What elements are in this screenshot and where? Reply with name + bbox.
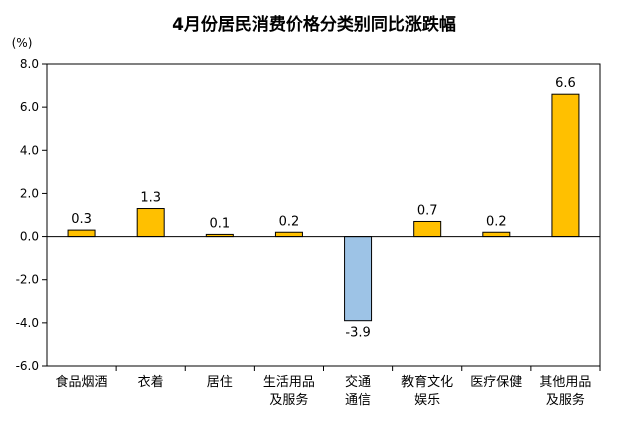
data-label: 0.1 [209, 216, 230, 231]
x-category-label: 教育文化 [401, 374, 453, 390]
x-category-label: 通信 [345, 393, 371, 408]
y-axis: 8.0 6.0 4.0 2.0 0.0 -2.0 -4.0 -6.0 [16, 57, 47, 373]
bar [67, 229, 96, 238]
x-category-label: 衣着 [138, 374, 164, 390]
y-tick-label: 8.0 [20, 57, 39, 71]
bar [551, 93, 580, 238]
x-category-label: 生活用品 [263, 375, 315, 390]
bar [344, 236, 373, 322]
bar [274, 231, 303, 238]
data-label: -3.9 [345, 326, 370, 341]
plot-area-frame [46, 63, 601, 367]
data-label: 0.2 [486, 214, 507, 229]
bar [136, 208, 165, 238]
x-category-label: 居住 [207, 375, 233, 390]
data-label: 0.3 [71, 212, 92, 227]
bar [413, 220, 442, 238]
data-labels: 0.3 1.3 0.1 0.2 -3.9 0.7 0.2 6.6 [71, 76, 576, 341]
x-category-label: 食品烟酒 [56, 374, 108, 390]
y-tick-label: 6.0 [20, 100, 39, 114]
data-label: 0.2 [279, 214, 300, 229]
y-tick-label: -2.0 [16, 273, 39, 287]
x-category-label: 娱乐 [414, 393, 440, 408]
data-label: 0.7 [417, 203, 438, 218]
x-category-label: 医疗保健 [470, 375, 522, 390]
y-tick-label: 2.0 [20, 186, 39, 200]
y-tick-label: -6.0 [16, 359, 39, 373]
data-label: 1.3 [140, 191, 161, 206]
x-category-label: 交通 [345, 374, 371, 390]
y-tick-label: 4.0 [20, 143, 39, 157]
y-tick-label: -4.0 [16, 316, 39, 330]
y-axis-unit-label: (%) [12, 36, 33, 50]
bar-series [67, 93, 580, 322]
bar [482, 231, 511, 238]
x-category-label: 及服务 [269, 392, 308, 408]
data-label: 6.6 [555, 76, 576, 91]
y-tick-label: 0.0 [20, 230, 39, 244]
x-category-label: 其他用品 [539, 375, 591, 390]
x-category-label: 及服务 [546, 392, 585, 408]
chart-title: 4月份居民消费价格分类别同比涨跌幅 [172, 14, 456, 35]
